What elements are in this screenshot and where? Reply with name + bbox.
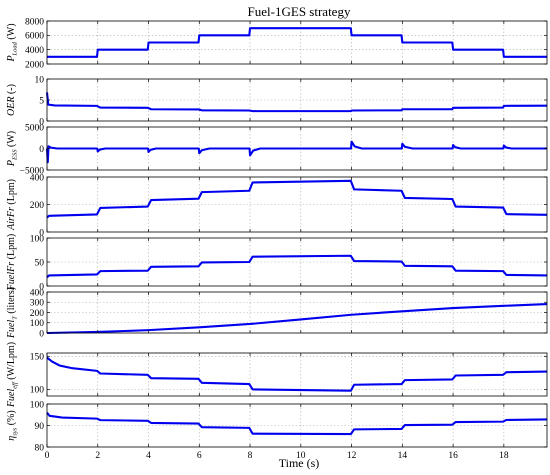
panel-4: 0 200 400 AirFr (Lpm) <box>6 173 548 238</box>
series-line-1 <box>46 303 548 335</box>
y-axis-label: FuelFr (Lpm) <box>6 234 17 291</box>
y-axis-label: Fueleff (W/Lpm) <box>6 342 19 408</box>
series-line-1 <box>46 411 548 436</box>
x-tick-label: 10 <box>296 451 306 461</box>
axes-frame <box>46 20 548 65</box>
y-axis-label: PESS (W) <box>6 131 19 167</box>
y-tick-label: 90 <box>35 422 45 432</box>
x-tick-label: 8 <box>248 451 253 461</box>
chart-title: Fuel-1GES strategy <box>248 4 351 19</box>
y-tick-label: 0 <box>39 117 44 127</box>
y-tick-label: 5000 <box>25 123 44 133</box>
panel-1: 2000 4000 6000 8000 PLoad (W) <box>6 17 548 70</box>
y-tick-label: 400 <box>30 173 45 183</box>
x-tick-label: 0 <box>45 451 50 461</box>
panel-7: 100 150 Fueleff (W/Lpm) <box>6 342 548 408</box>
y-tick-label: −5000 <box>20 166 45 176</box>
y-axis-label: PLoad (W) <box>6 23 19 62</box>
y-tick-label: 100 <box>30 319 45 329</box>
x-axis-label: Time (s) <box>279 456 320 470</box>
x-tick-label: 4 <box>146 451 151 461</box>
y-tick-label: 0 <box>39 282 44 292</box>
y-tick-label: 0 <box>39 145 44 155</box>
y-axis-label: OER (-) <box>6 84 17 116</box>
y-tick-label: 2000 <box>25 60 44 70</box>
y-tick-label: 200 <box>30 201 45 211</box>
panel-2: 0 5 10 OER (-) <box>6 75 548 127</box>
y-tick-label: 400 <box>30 288 45 298</box>
y-tick-label: 6000 <box>25 32 44 42</box>
x-tick-label: 16 <box>448 451 458 461</box>
y-tick-label: 0 <box>39 329 44 339</box>
y-tick-label: 8000 <box>25 17 44 27</box>
y-tick-label: 80 <box>35 443 45 453</box>
y-tick-label: 0 <box>39 228 44 238</box>
series-line-1 <box>45 140 547 164</box>
y-tick-label: 300 <box>30 299 45 309</box>
y-tick-label: 100 <box>30 400 45 410</box>
x-tick-label: 18 <box>499 451 509 461</box>
series-line-1 <box>45 92 548 113</box>
y-axis-label: ηsys (%) <box>6 410 19 440</box>
y-tick-label: 100 <box>30 386 45 396</box>
y-axis-label: AirFr (Lpm) <box>6 179 17 231</box>
series-line-1 <box>47 27 547 58</box>
y-tick-label: 150 <box>30 353 45 363</box>
series-line-1 <box>46 356 548 392</box>
y-tick-label: 4000 <box>25 46 44 56</box>
y-tick-label: 100 <box>30 234 45 244</box>
panel-3: −5000 0 5000 PESS (W) <box>6 123 548 176</box>
series-line-1 <box>46 254 548 279</box>
y-tick-label: 50 <box>35 258 45 268</box>
y-tick-label: 200 <box>30 309 45 319</box>
x-tick-label: 12 <box>347 451 357 461</box>
axes-frame <box>46 352 548 397</box>
panel-8: 80 90 100 ηsys (%) <box>6 400 548 453</box>
x-tick-label: 2 <box>95 451 100 461</box>
y-tick-label: 5 <box>39 96 44 106</box>
series-line-1 <box>46 179 548 219</box>
y-axis-label: FuelT (liters) <box>6 287 19 339</box>
panel-5: 0 50 100 FuelFr (Lpm) <box>6 234 548 292</box>
y-tick-label: 10 <box>35 75 45 85</box>
x-tick-label: 14 <box>398 451 408 461</box>
x-tick-label: 6 <box>197 451 202 461</box>
